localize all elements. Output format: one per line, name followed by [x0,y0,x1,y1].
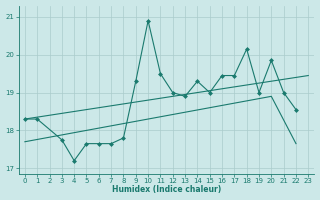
X-axis label: Humidex (Indice chaleur): Humidex (Indice chaleur) [112,185,221,194]
